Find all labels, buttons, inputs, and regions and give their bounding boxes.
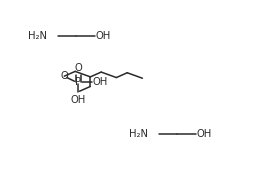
Text: O: O: [60, 71, 68, 81]
Text: H₂N: H₂N: [129, 129, 148, 139]
Text: P: P: [75, 77, 81, 87]
Text: OH: OH: [96, 31, 111, 41]
Text: OH: OH: [71, 95, 86, 105]
Text: H₂N: H₂N: [28, 31, 47, 41]
Text: OH: OH: [197, 129, 212, 139]
Text: O: O: [74, 63, 82, 74]
Text: OH: OH: [92, 77, 108, 87]
